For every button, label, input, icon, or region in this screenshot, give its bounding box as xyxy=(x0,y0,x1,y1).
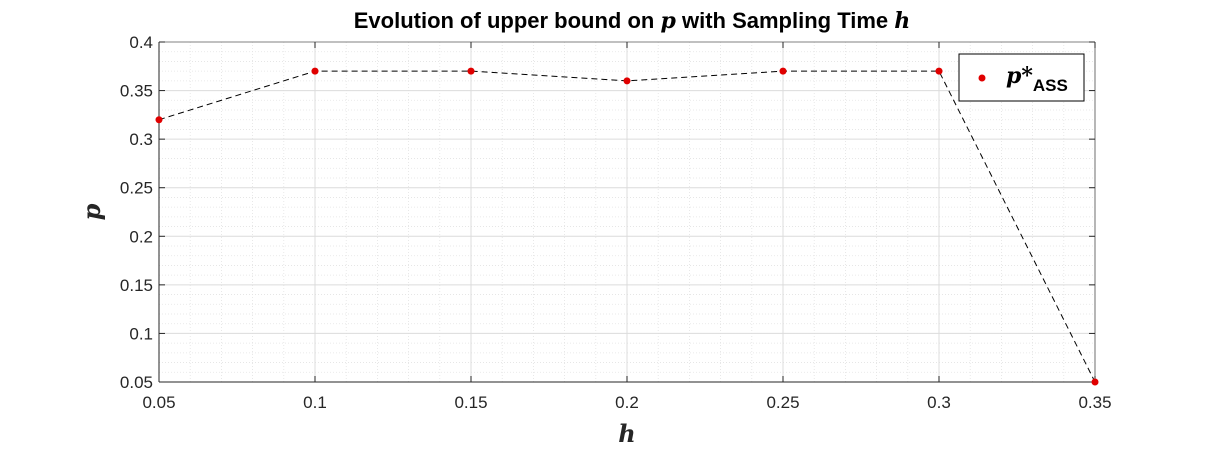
y-tick-label: 0.25 xyxy=(120,179,153,198)
y-axis-label: p xyxy=(77,203,106,220)
data-point xyxy=(779,67,787,75)
y-tick-label: 0.15 xyxy=(120,276,153,295)
x-tick-label: 0.25 xyxy=(766,393,799,412)
x-axis-label: h xyxy=(618,419,635,448)
x-tick-label: 0.3 xyxy=(927,393,951,412)
chart-title: Evolution of upper bound on p with Sampl… xyxy=(354,8,911,34)
data-point xyxy=(467,67,475,75)
data-point xyxy=(623,77,631,85)
x-tick-label: 0.05 xyxy=(142,393,175,412)
y-tick-label: 0.35 xyxy=(120,82,153,101)
y-tick-label: 0.4 xyxy=(129,33,153,52)
y-axis-ticks: 0.05 0.1 0.15 0.2 0.25 0.3 0.35 0.4 xyxy=(120,33,1095,392)
x-axis-ticks: 0.05 0.1 0.15 0.2 0.25 0.3 0.35 xyxy=(142,42,1112,412)
x-tick-label: 0.1 xyxy=(303,393,327,412)
y-tick-label: 0.2 xyxy=(129,227,153,246)
x-tick-label: 0.35 xyxy=(1078,393,1111,412)
legend-marker xyxy=(978,74,986,82)
y-tick-label: 0.3 xyxy=(129,130,153,149)
x-tick-label: 0.15 xyxy=(454,393,487,412)
data-point xyxy=(1091,378,1099,386)
data-point xyxy=(155,116,163,124)
y-tick-label: 0.1 xyxy=(129,324,153,343)
x-tick-label: 0.2 xyxy=(615,393,639,412)
series-layer xyxy=(155,67,1099,386)
data-point xyxy=(935,67,943,75)
y-tick-label: 0.05 xyxy=(120,373,153,392)
legend: p*ASS xyxy=(958,53,1085,102)
data-point xyxy=(311,67,319,75)
legend-label: p*ASS xyxy=(1006,63,1068,95)
